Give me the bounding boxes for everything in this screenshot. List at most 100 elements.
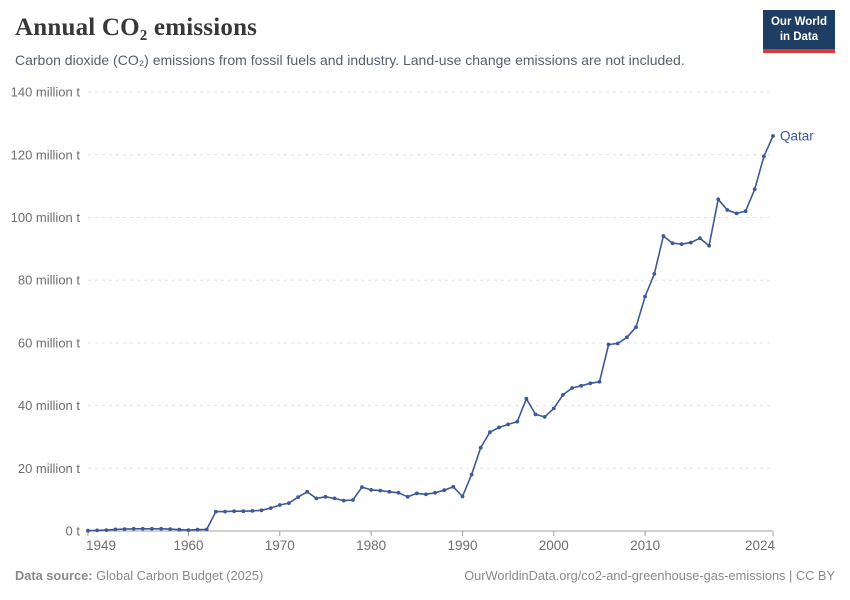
y-axis-label-100: 100 million t bbox=[11, 210, 81, 225]
data-point-1957 bbox=[159, 526, 164, 531]
data-point-2007 bbox=[615, 341, 620, 346]
data-point-1979 bbox=[360, 485, 364, 489]
data-point-1968 bbox=[259, 508, 264, 513]
x-axis-label-2024: 2024 bbox=[745, 538, 776, 553]
data-point-1984 bbox=[405, 494, 410, 499]
chart-title: Annual CO₂ emissions bbox=[15, 14, 258, 41]
data-point-2019 bbox=[725, 208, 730, 212]
data-point-1995 bbox=[506, 422, 510, 427]
data-point-1964 bbox=[223, 509, 227, 514]
data-point-1978 bbox=[351, 498, 355, 502]
x-axis-label-1949: 1949 bbox=[86, 538, 116, 553]
data-point-1971 bbox=[287, 501, 291, 505]
data-point-1970 bbox=[277, 503, 282, 507]
data-point-1969 bbox=[268, 506, 273, 510]
owid-logo-line1: Our World bbox=[770, 16, 827, 28]
data-point-1963 bbox=[214, 509, 218, 514]
x-axis-label-1990: 1990 bbox=[447, 538, 477, 553]
data-point-2002 bbox=[570, 386, 574, 390]
data-point-1981 bbox=[378, 488, 383, 493]
owid-url-link[interactable]: OurWorldinData.org/co2-and-greenhouse-ga… bbox=[464, 568, 835, 583]
data-point-1998 bbox=[533, 412, 538, 417]
data-point-2020 bbox=[734, 211, 739, 216]
data-point-1953 bbox=[122, 527, 127, 531]
data-point-2012 bbox=[661, 234, 666, 238]
data-point-1973 bbox=[305, 489, 310, 494]
data-source-label: Data source: bbox=[15, 568, 93, 583]
data-point-1952 bbox=[113, 527, 118, 532]
y-axis-label-40: 40 million t bbox=[18, 398, 81, 413]
data-point-2024 bbox=[771, 134, 775, 138]
data-point-1950 bbox=[95, 528, 99, 533]
data-point-2001 bbox=[561, 393, 565, 397]
data-point-2018 bbox=[716, 197, 721, 202]
chart-subtitle: Carbon dioxide (CO₂) emissions from foss… bbox=[15, 52, 685, 68]
data-point-1991 bbox=[469, 472, 474, 477]
data-point-1958 bbox=[168, 527, 173, 531]
owid-logo[interactable]: Our World in Data bbox=[762, 10, 835, 53]
data-point-1983 bbox=[396, 490, 401, 495]
data-point-2021 bbox=[743, 209, 748, 214]
data-point-2009 bbox=[634, 325, 638, 330]
data-point-1975 bbox=[323, 494, 328, 499]
data-point-2010 bbox=[643, 294, 647, 299]
data-point-1992 bbox=[478, 445, 483, 450]
data-point-1974 bbox=[314, 496, 319, 501]
owid-logo-line2: in Data bbox=[779, 30, 819, 43]
data-point-1956 bbox=[150, 526, 154, 531]
data-point-1951 bbox=[104, 528, 109, 532]
data-point-2016 bbox=[698, 236, 702, 241]
data-point-2000 bbox=[551, 406, 556, 411]
x-axis-label-1960: 1960 bbox=[173, 538, 203, 553]
x-axis-label-2000: 2000 bbox=[539, 538, 569, 553]
data-source-value: Global Carbon Budget (2025) bbox=[92, 568, 264, 583]
data-point-2017 bbox=[707, 243, 711, 248]
data-point-1976 bbox=[332, 496, 337, 501]
data-point-2003 bbox=[579, 383, 584, 388]
data-source: Data source: Global Carbon Budget (2025) bbox=[15, 568, 263, 583]
data-point-1962 bbox=[204, 527, 209, 532]
data-point-1967 bbox=[250, 509, 255, 513]
y-axis-label-0: 0 t bbox=[66, 524, 81, 539]
data-point-1960 bbox=[186, 528, 191, 532]
data-point-1980 bbox=[369, 488, 373, 492]
data-point-1986 bbox=[424, 492, 428, 497]
data-point-2015 bbox=[688, 240, 693, 245]
data-point-1985 bbox=[414, 491, 419, 496]
data-point-1997 bbox=[524, 396, 529, 401]
data-point-1989 bbox=[451, 484, 456, 489]
data-point-2011 bbox=[652, 272, 657, 276]
data-point-1977 bbox=[341, 498, 346, 503]
data-point-1999 bbox=[542, 415, 547, 419]
data-line-qatar bbox=[87, 135, 774, 532]
data-point-1996 bbox=[515, 419, 520, 424]
x-axis-label-2010: 2010 bbox=[630, 538, 660, 553]
y-axis-label-140: 140 million t bbox=[11, 85, 81, 100]
data-point-2013 bbox=[670, 241, 675, 246]
data-point-1982 bbox=[387, 489, 392, 494]
y-axis-label-120: 120 million t bbox=[11, 147, 81, 162]
data-point-1965 bbox=[232, 509, 237, 514]
data-point-2005 bbox=[597, 379, 602, 384]
data-point-1954 bbox=[131, 526, 136, 531]
data-point-2014 bbox=[679, 242, 684, 247]
data-point-1949 bbox=[86, 528, 90, 533]
data-point-1987 bbox=[433, 490, 437, 495]
line-chart[interactable]: 0 t 20 million t 40 million t 60 million t 8… bbox=[0, 0, 850, 560]
data-point-2008 bbox=[625, 335, 629, 340]
data-point-1966 bbox=[241, 509, 246, 514]
data-point-1994 bbox=[497, 425, 501, 430]
x-axis-label-1970: 1970 bbox=[265, 538, 295, 553]
data-point-1959 bbox=[177, 527, 182, 532]
data-point-1990 bbox=[460, 494, 465, 499]
data-point-1961 bbox=[195, 527, 200, 532]
data-point-1972 bbox=[296, 495, 300, 499]
y-axis-label-20: 20 million t bbox=[18, 461, 81, 476]
data-point-2023 bbox=[762, 154, 766, 159]
data-point-1955 bbox=[140, 526, 145, 531]
data-point-2006 bbox=[606, 342, 611, 347]
entity-label: Qatar bbox=[780, 129, 814, 144]
chart-footer: Data source: Global Carbon Budget (2025)… bbox=[0, 568, 850, 583]
x-axis-label-1980: 1980 bbox=[356, 538, 386, 553]
